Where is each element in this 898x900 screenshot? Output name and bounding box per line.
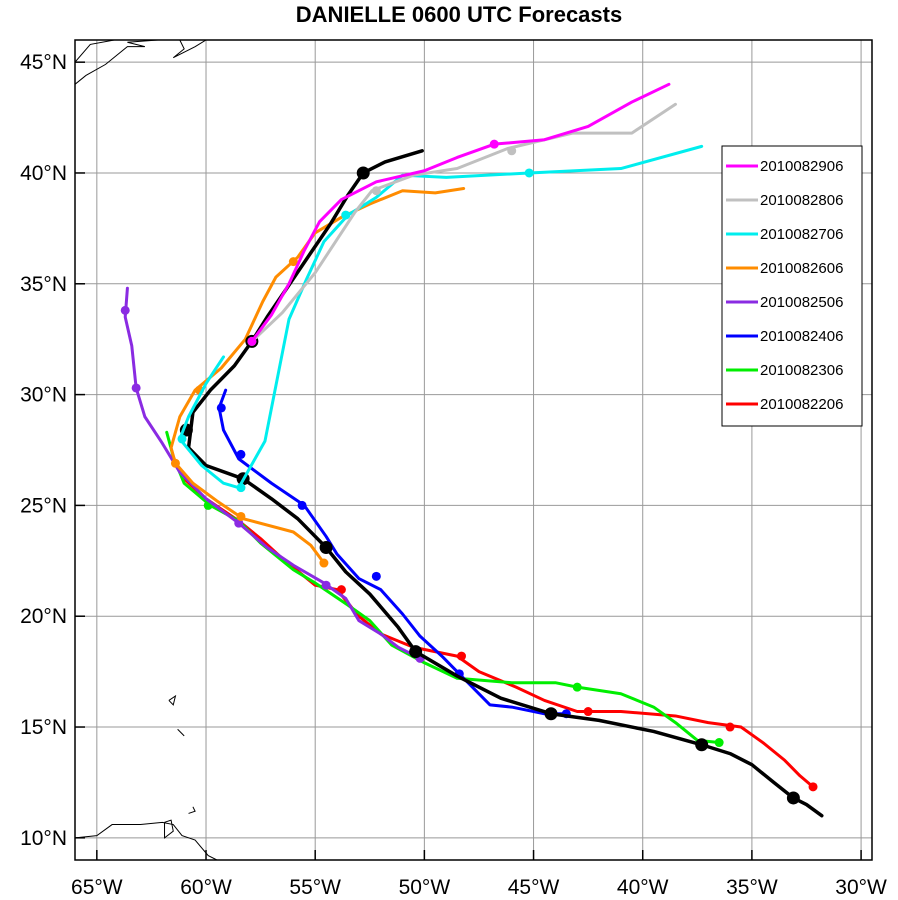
x-tick-label-6: 35°W [726, 876, 778, 899]
x-tick-label-0: 65°W [71, 876, 123, 899]
map-title: DANIELLE 0600 UTC Forecasts [296, 2, 622, 27]
track-2010082406-point-5 [216, 403, 226, 413]
x-tick-label-1: 60°W [180, 876, 232, 899]
track-2010082206-line [171, 459, 815, 789]
track-2010082906-group [247, 82, 671, 346]
track-2010082206-point-1 [725, 722, 735, 732]
plot-frame [74, 39, 873, 861]
track-2010082606-point-2 [170, 458, 180, 468]
y-tick-label-7: 45°N [20, 51, 67, 74]
legend-label-5: 2010082406 [760, 328, 843, 345]
official-track-point-8 [356, 166, 370, 180]
legend-label-3: 2010082606 [760, 260, 843, 277]
y-tick-label-3: 25°N [20, 494, 67, 517]
track-2010082906-line [250, 82, 671, 343]
legend-box [721, 145, 863, 427]
legend-label-7: 2010082206 [760, 396, 843, 413]
plot-area: 65°W 60°W 55°W 50°W 45°W 40°W 35°W 30°W 10°N 15°N… [20, 39, 887, 899]
track-2010082506-point-3 [131, 383, 141, 393]
official-track-point-3 [409, 645, 423, 659]
coastline-0 [75, 40, 115, 63]
land-outlines [75, 40, 218, 860]
track-2010082206-point-2 [583, 707, 593, 717]
x-tick-label-3: 50°W [399, 876, 451, 899]
coastline-3 [75, 821, 218, 860]
track-2010082406-point-3 [297, 500, 307, 510]
forecast-tracks [120, 82, 824, 818]
track-2010082606-point-4 [288, 257, 298, 267]
track-2010082306-point-1 [572, 682, 582, 692]
track-2010082406-line [217, 388, 568, 716]
y-tick-label-1: 15°N [20, 716, 67, 739]
x-tick-label-4: 45°W [508, 876, 560, 899]
legend-label-0: 2010082906 [760, 158, 843, 175]
x-tick-label-2: 55°W [289, 876, 341, 899]
official-track-point-1 [695, 738, 709, 752]
legend-label-4: 2010082506 [760, 294, 843, 311]
y-tick-label-6: 40°N [20, 162, 67, 185]
track-2010082206-point-3 [456, 651, 466, 661]
track-2010082706-line [178, 144, 704, 490]
track-2010082706-point-3 [524, 168, 534, 178]
track-2010082406-group [216, 388, 571, 719]
legend-label-2: 2010082706 [760, 226, 843, 243]
track-2010082806-point-1 [371, 186, 381, 196]
y-tick-label-5: 35°N [20, 273, 67, 296]
y-tick-label-2: 20°N [20, 605, 67, 628]
track-2010082606-point-0 [319, 558, 329, 568]
track-2010082706-point-0 [177, 434, 187, 444]
coastline-5 [188, 806, 196, 814]
track-2010082206-group [171, 459, 818, 792]
official-track-point-0 [786, 791, 800, 805]
track-2010082906-point-0 [247, 336, 257, 346]
track-2010082706-group [177, 144, 704, 493]
track-2010082306-point-0 [714, 738, 724, 748]
coastline-1 [75, 40, 159, 85]
official-track-group [179, 149, 824, 818]
track-2010082206-point-4 [336, 585, 346, 595]
track-2010082406-point-2 [371, 571, 381, 581]
track-2010082506-point-1 [321, 580, 331, 590]
track-2010082906-point-1 [489, 139, 499, 149]
track-2010082706-point-2 [341, 210, 351, 220]
track-2010082806-point-2 [507, 146, 517, 156]
x-tick-label-5: 40°W [617, 876, 669, 899]
official-track-point-2 [544, 707, 558, 721]
y-tick-label-4: 30°N [20, 384, 67, 407]
coastline-6 [168, 694, 177, 706]
track-2010082506-point-4 [120, 305, 130, 315]
legend-label-6: 2010082306 [760, 362, 843, 379]
legend: 2010082906 2010082806 2010082706 2010082606… [721, 145, 863, 427]
track-2010082306-group [165, 430, 724, 748]
legend-label-1: 2010082806 [760, 192, 843, 209]
track-2010082706-point-1 [236, 483, 246, 493]
track-2010082406-point-4 [236, 449, 246, 459]
y-tick-label-0: 10°N [20, 827, 67, 850]
official-track-line [186, 149, 824, 818]
x-tick-label-7: 30°W [835, 876, 887, 899]
official-track-point-4 [319, 541, 333, 555]
track-2010082206-point-0 [808, 782, 818, 792]
track-2010082806-group [247, 102, 677, 346]
track-2010082606-point-1 [236, 511, 246, 521]
coastline-7 [177, 728, 185, 737]
coastline-2 [172, 40, 207, 59]
coastline-4 [164, 819, 174, 839]
track-2010082806-line [250, 102, 677, 343]
